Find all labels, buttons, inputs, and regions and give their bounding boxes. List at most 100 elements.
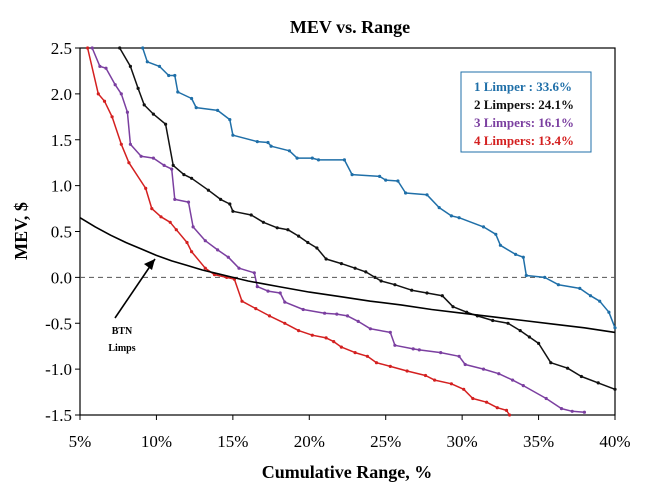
y-tick-label: -0.5 (45, 314, 72, 333)
data-point (186, 200, 191, 204)
data-point (269, 144, 273, 148)
data-point (411, 347, 415, 351)
data-point (203, 266, 207, 270)
data-point (527, 335, 532, 339)
data-point (216, 248, 220, 252)
data-point (339, 262, 343, 266)
x-axis: 5% 10% 15% 20% 25% 30% 35% 40% (69, 415, 631, 451)
data-point (579, 374, 584, 379)
data-point (119, 142, 123, 146)
data-point (231, 133, 235, 137)
data-point (417, 348, 421, 352)
data-point (495, 406, 499, 410)
data-point (159, 215, 163, 219)
data-point (151, 112, 155, 116)
data-point (162, 163, 166, 167)
x-tick-label: 15% (217, 432, 248, 451)
y-axis: -1.5 -1.0 -0.5 0.0 0.5 1.0 1.5 2.0 2.5 (45, 39, 80, 425)
data-point (323, 311, 327, 315)
data-point (491, 318, 495, 323)
data-point (410, 288, 414, 292)
data-point (275, 226, 279, 230)
data-point (423, 373, 428, 378)
data-point (374, 361, 379, 365)
data-point (566, 366, 570, 370)
data-point (231, 209, 235, 213)
data-point (345, 314, 350, 318)
chart-title: MEV vs. Range (290, 17, 410, 37)
data-point (481, 225, 486, 229)
data-point (306, 240, 310, 245)
data-point (405, 369, 409, 373)
data-point (219, 197, 223, 201)
data-point (157, 64, 162, 68)
x-tick-label: 30% (447, 432, 478, 451)
data-point (118, 46, 122, 50)
data-point (439, 351, 443, 355)
data-point (113, 83, 117, 87)
annotation-arrow (114, 258, 156, 319)
y-tick-label: 2.5 (51, 39, 72, 58)
data-point (504, 408, 509, 412)
legend: 1 Limper : 33.6% 2 Limpers: 24.1% 3 Limp… (460, 71, 592, 153)
data-point (544, 396, 548, 401)
legend-box (460, 71, 592, 153)
series-line-5 (79, 217, 616, 334)
annotation-arrowhead (144, 259, 155, 270)
data-point (364, 270, 368, 274)
data-point (524, 273, 528, 278)
data-point (396, 179, 400, 183)
data-point (518, 329, 522, 333)
data-point (182, 173, 186, 177)
y-axis-label: MEV, $ (11, 202, 31, 260)
legend-entry-1-limper: 1 Limper : 33.6% (474, 79, 572, 94)
data-point (457, 216, 461, 220)
data-point (266, 140, 270, 145)
data-point (128, 142, 132, 146)
data-point (174, 228, 178, 232)
y-tick-label: 1.0 (51, 177, 72, 196)
data-point (507, 413, 512, 417)
data-point (190, 96, 194, 101)
data-point (267, 314, 272, 318)
data-point (404, 191, 408, 195)
data-point (449, 382, 453, 386)
y-tick-label: 0.0 (51, 268, 72, 287)
data-point (378, 174, 382, 178)
data-point (287, 149, 291, 153)
y-tick-label: 2.0 (51, 85, 72, 104)
data-point (365, 354, 369, 358)
data-point (255, 285, 259, 289)
y-tick-label: -1.5 (45, 406, 72, 425)
data-point (521, 255, 525, 259)
data-point (451, 305, 455, 309)
data-point (613, 387, 617, 391)
data-point (578, 286, 582, 290)
data-point (335, 312, 339, 316)
data-point (510, 378, 515, 382)
data-point (128, 64, 132, 68)
data-point (173, 73, 177, 78)
data-point (388, 330, 392, 334)
data-point (543, 275, 547, 279)
data-point (125, 110, 129, 114)
data-point (310, 156, 314, 160)
data-point (514, 252, 518, 256)
data-point (141, 46, 145, 50)
data-point (255, 140, 259, 144)
x-tick-label: 40% (599, 432, 630, 451)
data-point (353, 266, 357, 270)
data-point (379, 279, 383, 283)
legend-entry-2-limpers: 2 Limpers: 24.1% (474, 97, 574, 112)
data-point (151, 156, 155, 160)
x-tick-label: 35% (523, 432, 554, 451)
data-point (598, 299, 602, 303)
data-point (388, 364, 392, 368)
x-tick-label: 25% (370, 432, 401, 451)
data-point (190, 176, 194, 180)
legend-entry-4-limpers: 4 Limpers: 13.4% (474, 133, 574, 148)
data-point (588, 294, 593, 298)
data-point (607, 310, 611, 314)
data-point (494, 232, 498, 236)
x-tick-label: 20% (294, 432, 325, 451)
